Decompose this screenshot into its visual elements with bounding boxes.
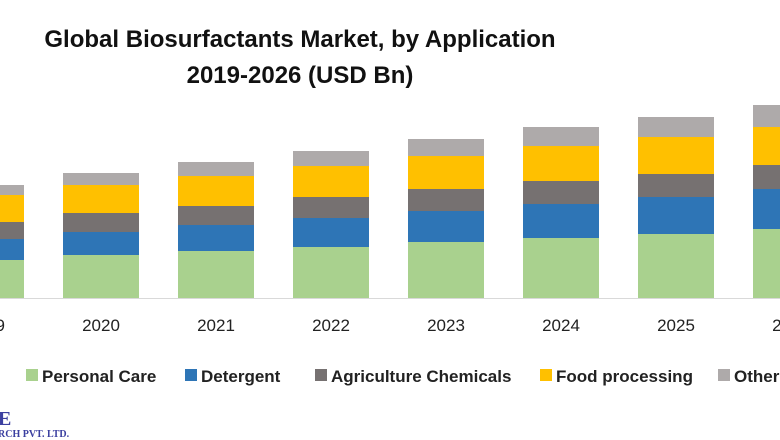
bar-2022-detergent	[293, 218, 369, 247]
x-tick-label: 2024	[542, 316, 580, 335]
bar-2023-others	[408, 139, 484, 156]
legend-swatch	[718, 369, 730, 381]
bar-2020-others	[63, 173, 139, 185]
x-tick-label: 2021	[197, 316, 235, 335]
bar-2021-agriculture-chemicals	[178, 206, 254, 225]
x-tick-label: 2026	[772, 316, 780, 335]
logo-subtext: RCH PVT. LTD.	[0, 429, 70, 440]
x-tick-label: 2019	[0, 316, 5, 335]
bar-2025-agriculture-chemicals	[638, 174, 714, 197]
bar-2019-food-processing	[0, 195, 24, 222]
bar-2026-agriculture-chemicals	[753, 165, 780, 189]
x-tick-label: 2023	[427, 316, 465, 335]
bar-2025-detergent	[638, 197, 714, 234]
legend-label: Others	[734, 367, 780, 386]
bar-2021-food-processing	[178, 176, 254, 206]
bar-2024-food-processing	[523, 146, 599, 181]
bar-2023-detergent	[408, 211, 484, 242]
chart-title: Global Biosurfactants Market, by Applica…	[44, 26, 556, 53]
bar-2026-personal-care	[753, 229, 780, 298]
bar-2024-agriculture-chemicals	[523, 181, 599, 204]
bar-2020-agriculture-chemicals	[63, 213, 139, 232]
bar-2019-others	[0, 185, 24, 195]
legend-swatch	[185, 369, 197, 381]
bar-2025-food-processing	[638, 137, 714, 174]
x-tick-label: 2020	[82, 316, 120, 335]
bar-2022-others	[293, 151, 369, 166]
bar-2025-personal-care	[638, 234, 714, 298]
legend-label: Food processing	[556, 367, 693, 386]
x-tick-label: 2022	[312, 316, 350, 335]
bar-2024-others	[523, 127, 599, 146]
bar-2021-personal-care	[178, 251, 254, 298]
bar-2023-agriculture-chemicals	[408, 189, 484, 211]
bar-2023-personal-care	[408, 242, 484, 298]
bar-2021-others	[178, 162, 254, 176]
bar-2025-others	[638, 117, 714, 137]
bar-2020-food-processing	[63, 185, 139, 213]
bar-2019-agriculture-chemicals	[0, 222, 24, 239]
bar-2022-personal-care	[293, 247, 369, 298]
bar-2021-detergent	[178, 225, 254, 251]
legend-swatch	[315, 369, 327, 381]
chart-subtitle: 2019-2026 (USD Bn)	[186, 62, 414, 89]
bar-2022-food-processing	[293, 166, 369, 197]
x-tick-label: 2025	[657, 316, 695, 335]
legend-label: Detergent	[201, 367, 281, 386]
legend-swatch	[540, 369, 552, 381]
bar-2026-detergent	[753, 189, 780, 229]
bar-2020-personal-care	[63, 255, 139, 298]
bar-2019-personal-care	[0, 260, 24, 298]
bar-2020-detergent	[63, 232, 139, 255]
legend-label: Agriculture Chemicals	[331, 367, 511, 386]
bar-2024-personal-care	[523, 238, 599, 298]
bar-2019-detergent	[0, 239, 24, 260]
bar-2026-food-processing	[753, 127, 780, 165]
legend-swatch	[26, 369, 38, 381]
bar-2022-agriculture-chemicals	[293, 197, 369, 218]
legend-label: Personal Care	[42, 367, 156, 386]
bar-2026-others	[753, 105, 780, 127]
bar-2024-detergent	[523, 204, 599, 238]
bar-2023-food-processing	[408, 156, 484, 189]
logo-text: E	[0, 408, 12, 430]
